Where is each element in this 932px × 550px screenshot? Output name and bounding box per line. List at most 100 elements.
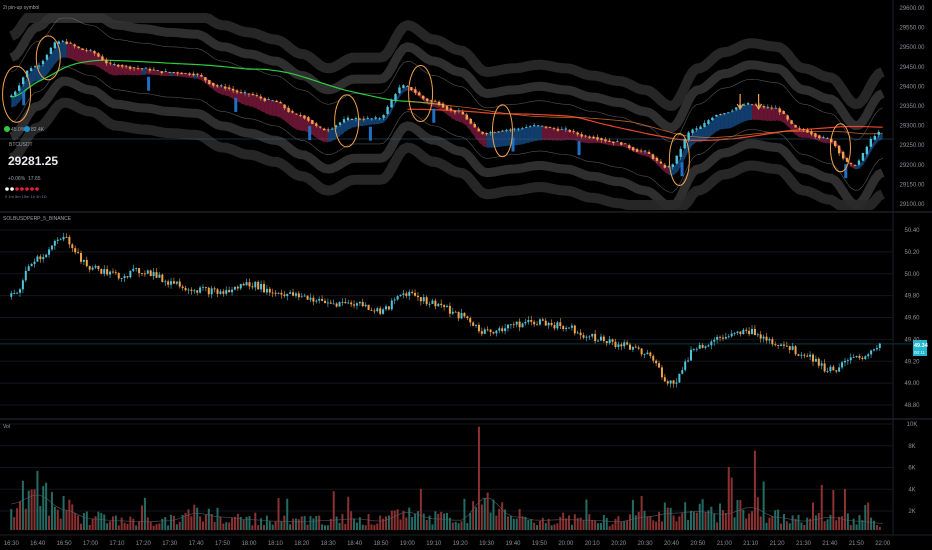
time-tick[interactable]: 21:20 (770, 541, 786, 547)
middle-price-tick[interactable]: 49.00 (904, 381, 920, 387)
candle-body (181, 286, 184, 289)
time-tick[interactable]: 18:10 (268, 541, 284, 547)
candle-body (786, 115, 789, 120)
candle-body (24, 270, 27, 281)
top-price-tick[interactable]: 29400.00 (899, 84, 925, 90)
candle-body (812, 354, 815, 362)
top-price-tick[interactable]: 29300.00 (899, 124, 925, 130)
middle-price-tick[interactable]: 49.80 (904, 294, 920, 300)
time-tick[interactable]: 18:20 (294, 541, 310, 547)
volume-tick[interactable]: 6K (908, 466, 915, 472)
price-tag-time: 00:11 (914, 350, 925, 355)
time-tick[interactable]: 18:50 (373, 541, 389, 547)
middle-price-tick[interactable]: 50.40 (904, 228, 920, 234)
top-price-tick[interactable]: 29200.00 (899, 163, 925, 169)
volume-bar (611, 524, 614, 530)
volume-bar (326, 525, 329, 530)
top-price-tick[interactable]: 29600.00 (899, 6, 925, 12)
time-tick[interactable]: 19:10 (426, 541, 442, 547)
time-tick[interactable]: 22:00 (875, 541, 891, 547)
time-tick[interactable]: 20:20 (611, 541, 627, 547)
time-tick[interactable]: 18:30 (321, 541, 337, 547)
volume-bar (634, 515, 637, 530)
candle-body (495, 330, 498, 334)
time-tick[interactable]: 17:20 (136, 541, 152, 547)
volume-bar (797, 514, 800, 530)
time-tick[interactable]: 17:30 (162, 541, 178, 547)
volume-panel[interactable] (10, 426, 883, 530)
candle-body (271, 100, 274, 102)
middle-price-panel[interactable] (0, 232, 912, 388)
volume-tick[interactable]: 4K (908, 487, 915, 493)
candle-body (175, 281, 178, 284)
volume-bar (416, 511, 419, 530)
top-price-tick[interactable]: 29150.00 (899, 182, 925, 188)
time-tick[interactable]: 21:30 (796, 541, 812, 547)
candle-body (469, 318, 472, 323)
time-tick[interactable]: 17:50 (215, 541, 231, 547)
time-tick[interactable]: 21:00 (717, 541, 733, 547)
volume-bar (687, 519, 690, 530)
time-tick[interactable]: 19:50 (532, 541, 548, 547)
middle-price-tick[interactable]: 49.60 (904, 316, 920, 322)
top-price-axis[interactable]: 29600.00 29550.00 29500.00 29450.00 29400.00… (899, 6, 925, 208)
candle-body (562, 326, 565, 330)
time-tick[interactable]: 16:50 (57, 541, 73, 547)
time-tick[interactable]: 19:40 (506, 541, 522, 547)
time-tick[interactable]: 17:40 (189, 541, 205, 547)
middle-price-tick[interactable]: 49.20 (904, 359, 920, 365)
time-tick[interactable]: 18:40 (347, 541, 363, 547)
middle-price-tick[interactable]: 48.80 (904, 403, 920, 409)
top-price-tick[interactable]: 29100.00 (899, 202, 925, 208)
volume-tick[interactable]: 2K (908, 509, 915, 515)
middle-price-tick[interactable]: 50.00 (904, 272, 920, 278)
middle-price-tick[interactable]: 49.40 (904, 337, 920, 343)
candle-body (634, 346, 637, 348)
volume-axis[interactable]: 10K 8K 6K 4K 2K (907, 422, 918, 515)
top-price-tick[interactable]: 29350.00 (899, 104, 925, 110)
time-tick[interactable]: 21:10 (743, 541, 759, 547)
top-price-panel[interactable] (2, 35, 880, 186)
volume-bar (425, 519, 428, 530)
time-tick[interactable]: 20:40 (664, 541, 680, 547)
candle-body (144, 67, 148, 69)
time-tick[interactable]: 20:00 (558, 541, 574, 547)
time-tick[interactable]: 19:20 (453, 541, 469, 547)
time-tick[interactable]: 19:00 (400, 541, 416, 547)
time-tick[interactable]: 16:30 (4, 541, 20, 547)
time-tick[interactable]: 20:50 (690, 541, 706, 547)
candle-body (251, 93, 255, 95)
time-tick[interactable]: 20:10 (585, 541, 601, 547)
volume-bar (335, 516, 338, 530)
time-tick[interactable]: 17:10 (109, 541, 125, 547)
middle-price-tick[interactable]: 50.20 (904, 250, 920, 256)
time-tick[interactable]: 17:00 (83, 541, 99, 547)
candle-body (525, 126, 528, 128)
dot-icon (5, 187, 9, 191)
time-axis[interactable]: 16:30 16:40 16:50 17:00 17:10 17:20 17:30 17:40… (4, 541, 891, 547)
top-price-tick[interactable]: 29450.00 (899, 65, 925, 71)
candle-body (612, 141, 615, 144)
time-tick[interactable]: 19:30 (479, 541, 495, 547)
volume-tick[interactable]: 10K (907, 422, 918, 428)
volume-bar (785, 521, 788, 530)
volume-bar (646, 516, 649, 530)
time-tick[interactable]: 18:00 (241, 541, 257, 547)
time-tick[interactable]: 16:40 (30, 541, 46, 547)
candle-body (643, 150, 647, 152)
envelope-band (9, 76, 885, 210)
volume-tick[interactable]: 8K (908, 444, 915, 450)
candle-body (445, 106, 449, 110)
signal-bar (844, 164, 848, 179)
volume-grid (0, 423, 893, 512)
middle-price-axis[interactable]: 50.40 50.20 50.00 49.80 49.60 49.40 49.20 49.00… (904, 228, 920, 409)
top-price-tick[interactable]: 29250.00 (899, 143, 925, 149)
time-tick[interactable]: 21:50 (849, 541, 865, 547)
candle-body (611, 339, 614, 342)
top-price-tick[interactable]: 29500.00 (899, 45, 925, 51)
top-price-tick[interactable]: 29550.00 (899, 26, 925, 32)
trend-cloud-segment (153, 69, 158, 76)
time-tick[interactable]: 21:40 (822, 541, 838, 547)
time-tick[interactable]: 20:30 (638, 541, 654, 547)
